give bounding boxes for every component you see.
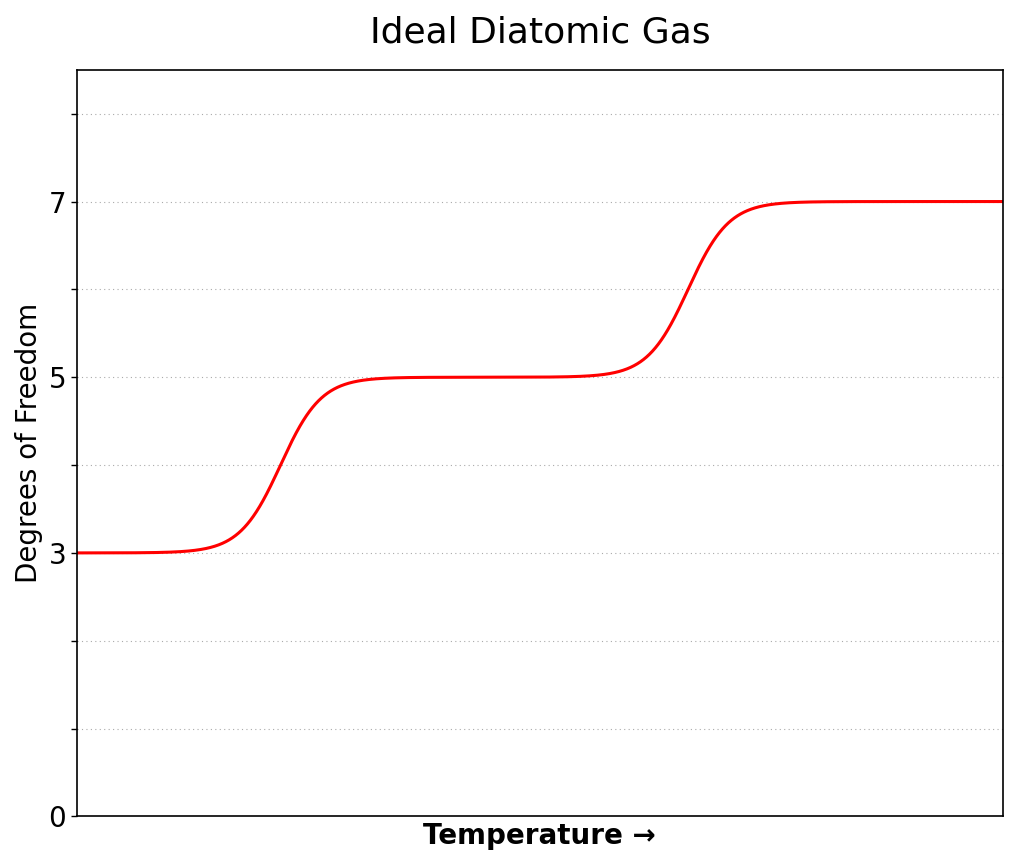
Title: Ideal Diatomic Gas: Ideal Diatomic Gas — [370, 15, 711, 49]
Y-axis label: Degrees of Freedom: Degrees of Freedom — [15, 303, 43, 583]
X-axis label: Temperature →: Temperature → — [423, 822, 657, 850]
